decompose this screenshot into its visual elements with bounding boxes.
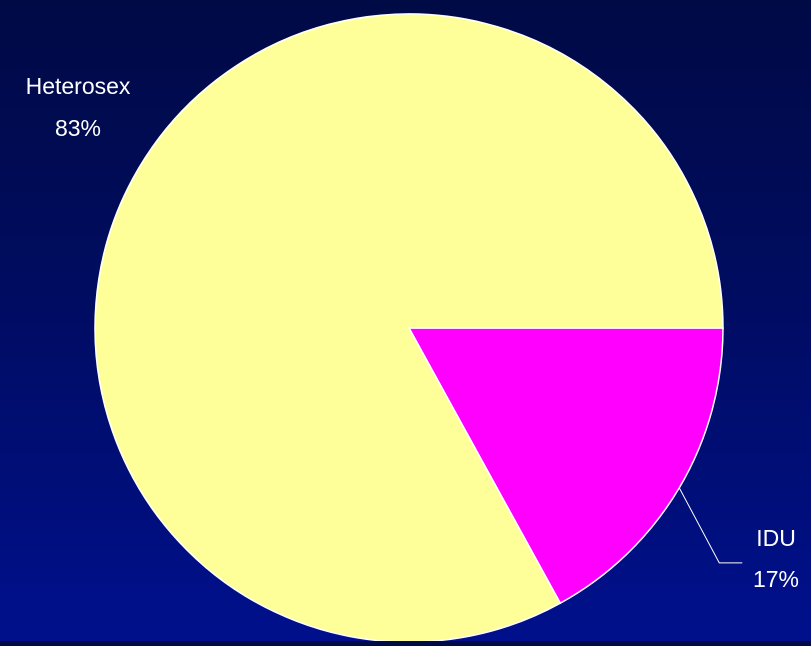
leader-line-idu (678, 487, 743, 564)
pie-slices (94, 13, 724, 643)
pie-slice-heterosex (94, 13, 724, 643)
slice-value-idu: 17% (753, 566, 799, 592)
pie-slice-idu (407, 327, 724, 605)
slice-label-heterosex: Heterosex (26, 73, 131, 99)
slice-value-heterosex: 83% (55, 115, 101, 141)
leader-lines (678, 487, 743, 564)
slice-label-idu: IDU (756, 525, 796, 551)
